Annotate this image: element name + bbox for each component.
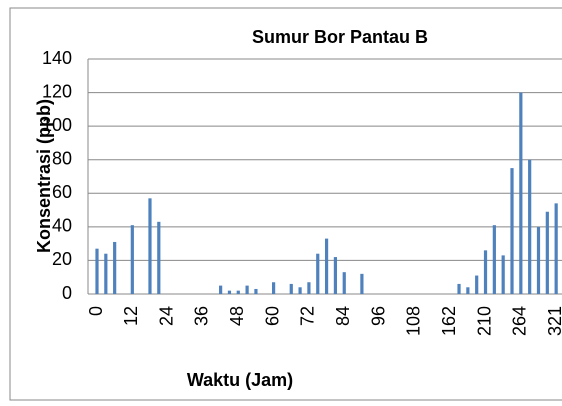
bar xyxy=(360,273,364,294)
chart-title: Sumur Bor Pantau B xyxy=(252,27,428,47)
bar xyxy=(536,226,541,294)
bar xyxy=(227,290,232,294)
bar xyxy=(157,221,161,294)
bar xyxy=(333,257,338,294)
x-tick-label: 108 xyxy=(404,306,424,336)
bar xyxy=(324,238,329,294)
bar xyxy=(130,225,134,294)
bar xyxy=(219,285,223,294)
x-tick-label: 48 xyxy=(227,306,247,326)
y-tick-label: 40 xyxy=(52,216,72,236)
bar xyxy=(528,159,532,294)
bar xyxy=(457,283,461,294)
bar xyxy=(475,275,479,294)
x-tick-label: 162 xyxy=(439,306,459,336)
bar xyxy=(245,285,249,294)
bar xyxy=(501,255,505,294)
x-tick-label: 96 xyxy=(368,306,388,326)
x-tick-label: 24 xyxy=(156,306,176,326)
bar xyxy=(272,282,276,294)
chart-frame xyxy=(9,7,562,401)
y-axis-label: Konsentrasi (ppb) xyxy=(34,99,54,253)
bar xyxy=(289,283,293,294)
x-tick-label: 60 xyxy=(262,306,282,326)
bar xyxy=(554,203,558,294)
x-axis-label: Waktu (Jam) xyxy=(187,370,293,390)
x-tick-label: 36 xyxy=(192,306,212,326)
x-tick-label: 12 xyxy=(121,306,141,326)
y-tick-label: 0 xyxy=(62,283,72,303)
y-tick-label: 20 xyxy=(52,249,72,269)
bar xyxy=(148,198,152,294)
bar xyxy=(519,92,523,294)
x-tick-label: 210 xyxy=(474,306,494,336)
bar xyxy=(254,288,258,294)
x-tick-label: 72 xyxy=(298,306,318,326)
bar xyxy=(236,290,240,294)
bar xyxy=(466,287,470,294)
y-tick-label: 140 xyxy=(42,48,72,68)
y-tick-label: 80 xyxy=(52,148,72,168)
bar xyxy=(342,272,346,294)
bar xyxy=(298,287,302,294)
x-tick-label: 0 xyxy=(86,306,106,316)
x-tick-label: 84 xyxy=(333,306,353,326)
bar xyxy=(510,168,514,294)
y-tick-label: 60 xyxy=(52,182,72,202)
bar xyxy=(316,253,320,294)
bar xyxy=(307,282,311,294)
bar xyxy=(104,253,108,294)
bar xyxy=(95,248,99,294)
bar xyxy=(492,225,496,294)
x-tick-label: 264 xyxy=(510,306,530,336)
bar xyxy=(545,211,549,294)
bar xyxy=(483,250,488,294)
y-tick-label: 100 xyxy=(42,115,72,135)
x-tick-label: 321 xyxy=(545,306,562,336)
bar xyxy=(113,241,117,294)
y-tick-label: 120 xyxy=(42,81,72,101)
